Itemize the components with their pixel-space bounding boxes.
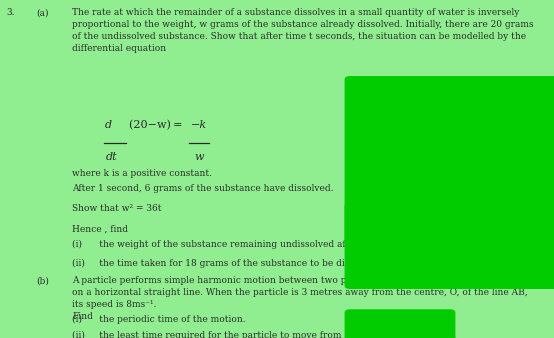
Text: 3.: 3. — [7, 8, 15, 18]
Text: Show that w² = 36t: Show that w² = 36t — [72, 204, 162, 214]
Text: (ii)     the least time required for the particle to move from B to the midpoint: (ii) the least time required for the par… — [72, 331, 456, 338]
FancyBboxPatch shape — [345, 203, 478, 245]
FancyBboxPatch shape — [345, 309, 455, 338]
Text: A particle performs simple harmonic motion between two points A and B which are : A particle performs simple harmonic moti… — [72, 276, 533, 321]
Text: (i)      the weight of the substance remaining undissolved after 4 seconds.: (i) the weight of the substance remainin… — [72, 240, 411, 249]
Text: (20−w) =: (20−w) = — [129, 120, 183, 130]
Text: (i)      the periodic time of the motion.: (i) the periodic time of the motion. — [72, 315, 245, 324]
Text: −k: −k — [191, 120, 207, 130]
Text: where k is a positive constant.: where k is a positive constant. — [72, 169, 212, 178]
Text: w: w — [194, 152, 204, 162]
Text: (b): (b) — [36, 276, 49, 286]
Text: (ii)     the time taken for 18 grams of the substance to be dissolved.: (ii) the time taken for 18 grams of the … — [72, 259, 381, 268]
FancyBboxPatch shape — [345, 76, 554, 289]
Text: d: d — [105, 120, 112, 130]
Text: Hence , find: Hence , find — [72, 225, 128, 234]
Text: dt: dt — [106, 152, 117, 162]
Text: After 1 second, 6 grams of the substance have dissolved.: After 1 second, 6 grams of the substance… — [72, 184, 334, 193]
Text: (a): (a) — [36, 8, 49, 18]
Text: The rate at which the remainder of a substance dissolves in a small quantity of : The rate at which the remainder of a sub… — [72, 8, 534, 53]
